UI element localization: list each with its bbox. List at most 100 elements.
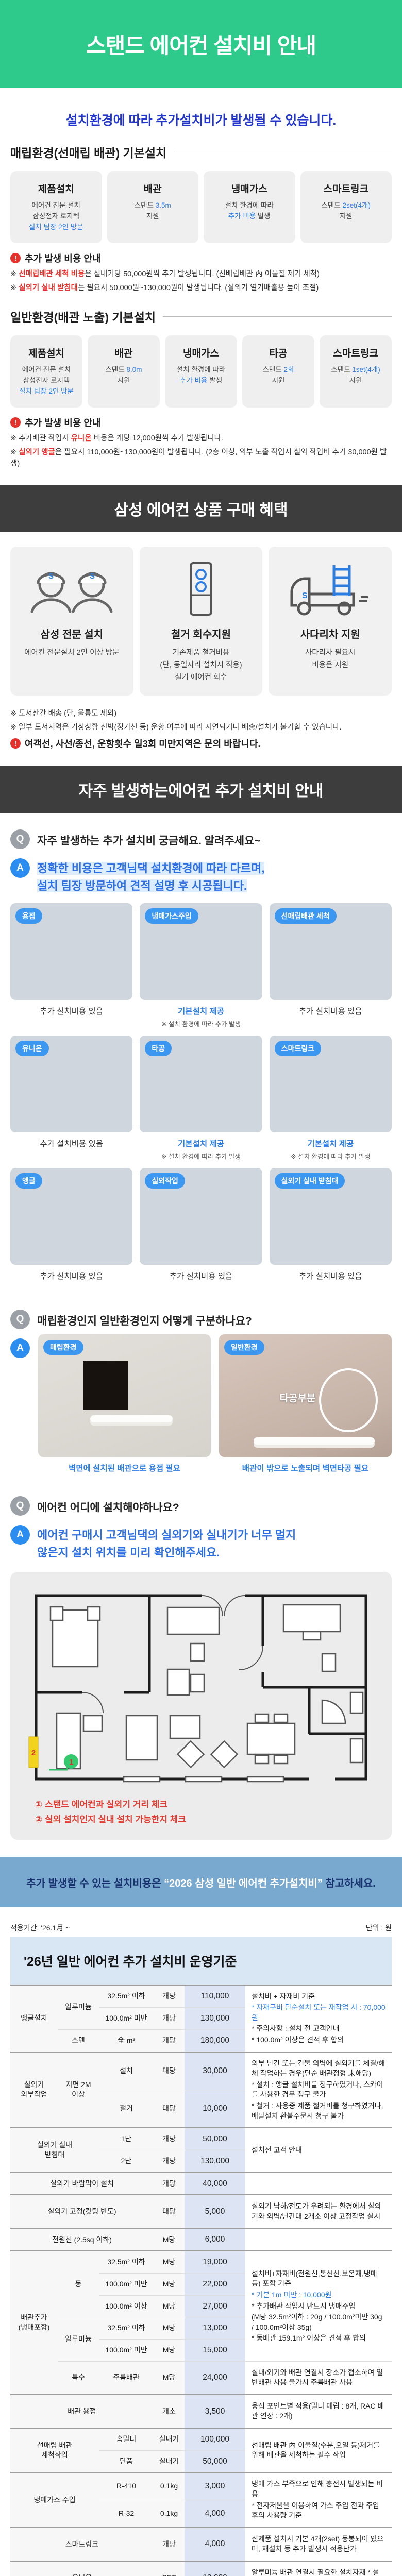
table-cell: 개당 [154,2127,185,2150]
faq-q1-text: 자주 발생하는 추가 설치비 궁금해요. 알려주세요~ [37,835,261,847]
photo-subnote: ※ 설치 환경에 따라 추가 발생 [291,1153,371,1160]
note-line: ※ 추가배관 작업시 유니온 비용은 개당 12,000원씩 추가 발생됩니다. [10,433,392,445]
section-title: 매립환경(선매립 배관) 기본설치 [10,143,392,161]
cell-text: 실외기 고정(컷팅 반도) [47,2207,116,2216]
cell-text: 5,000 [205,2207,225,2216]
benefit-card-line: 사다리차 필요시 [305,649,356,657]
cell-text: M당 [162,2324,176,2332]
cell-text: 1단 [121,2134,132,2143]
cell-text: M당 [162,2301,176,2310]
extra-cost-heading: ! 추가 발생 비용 안내 [10,251,392,265]
table-cell: 스마트링크 [10,2527,154,2562]
cell-text: M당 [162,2258,176,2266]
install-card-line: 스탠드 2회 [245,365,311,376]
table-cell: 개소 [154,2394,185,2429]
photo-tile: 실외기 실내 받침대 추가 설치비용 있음 [269,1167,392,1291]
install-card: 제품설치 에어컨 전문 설치 삼성전자 로지텍 설치 팀장 2인 방문 [10,171,102,243]
floor-plan-legend: ① 스탠드 에어컨과 실외기 거리 체크 ② 실외 설치인지 실내 설치 가능한지… [35,1798,382,1827]
table-cell: 알루미늄 배관 연결시 필요한 설치자재 * 설치전 고객에게 필요사유 및 비… [245,2560,392,2576]
table-cell: 특수 [58,2361,99,2395]
cell-text: 10,000 [203,2104,227,2113]
cell-text: 110,000 [200,1991,229,2001]
text-segment: ※ 도서산간 배송 (단, 울릉도 제외) [10,709,117,718]
cell-text: 전원선 (2.5sq 이하) [52,2235,112,2244]
table-cell: 32.5m² 이하 [99,2250,154,2274]
photo-badge: 유니온 [15,1040,49,1056]
photo-badge: 냉매가스주입 [145,908,198,924]
note-line: ※ 일부 도서지역은 기상상황 선박(정기선 등) 운항 여부에 따라 지연되거… [10,722,392,734]
benefit-card-title: 철거 회수지원 [171,629,231,641]
note-text-line: 용접 포인트별 적용(멀티 매립 : 8개, RAC 배관 연장 : 2개) [252,2401,384,2420]
photo-image: 용접 [10,903,133,1000]
photo-subnote [270,1283,392,1291]
table-cell: M당 [154,2317,185,2340]
faq-q2: Q 매립환경인지 일반환경인지 어떻게 구분하나요? [0,1302,402,1331]
table-cell: 50,000 [185,2127,245,2150]
q-icon: Q [10,1496,30,1516]
install-card-line: 스탠드 8.0m [91,365,157,376]
install-card-line: 스탠드 3.5m [110,200,196,211]
install-card-line: 지원 [110,211,196,222]
benefit-section-bar: 삼성 에어컨 상품 구매 혜택 [0,485,402,533]
cell-text: 19,000 [203,2258,227,2267]
drill-overlay-label: 타공부분 [279,1393,316,1404]
table-row: 배관추가 (냉매포함) 동 32.5m² 이하 M당 19,000 설치비+자재비(전원선… [10,2250,392,2395]
text-segment: 은 필요시 110,000원~130,000원이 발생됩니다. (2층 이상, … [10,448,387,468]
table-cell: 개당 [154,2150,185,2173]
benefit-card-line: 에어컨 전문설치 2인 이상 방문 [24,649,120,657]
cell-text: 22,000 [203,2279,227,2289]
cell-text: 개당 [162,2036,176,2044]
table-cell: 대당 [154,2194,185,2229]
text-segment: ※ 추가배관 작업시 [10,434,71,443]
wall-hole [83,1361,128,1411]
faq-a1-line1: 정확한 비용은 고객님댁 설치환경에 따라 다르며, [37,861,265,875]
text-segment: 선매립배관 세척 비용 [19,269,85,278]
table-row: 특수 주름배관 M당 24,000 실내/외기와 배관 연결시 장소가 협소하여 일반배… [10,2361,392,2395]
faq-q3: Q 에어컨 어디에 설치해야하나요? [0,1489,402,1518]
table-cell: 홈멀티 [99,2427,154,2451]
install-card-line: 설치 팀장 2인 방문 [13,386,79,397]
table-cell: 32.5m² 이하 [99,1984,154,2008]
photo-subnote: ※ 설치 환경에 따라 추가 발생 [161,1153,241,1160]
table-cell: 全 m² [99,2029,154,2053]
cell-text: 100.0m² 미만 [105,2345,147,2354]
install-card-line: 스탠드 2set(4개) [304,200,389,211]
table-row: 100.0m² 미만 M당 15,000 [10,2339,392,2362]
note-text-line: * 기본 1m 미만 : 10,000원 [252,2291,332,2299]
photo-status: 추가 설치비용 있음 [40,1139,104,1148]
alert-icon: ! [10,252,21,263]
a-icon: A [10,1338,30,1358]
cell-text: 180,000 [200,2036,230,2045]
cell-text: 실내기 [159,2435,179,2444]
cell-text: 배관 용접 [68,2406,96,2415]
price-table-meta: 적용기간: '26.1月 ~ 단위 : 원 [10,1923,392,1933]
table-row: 실외기 바람막이 설치 개당 40,000 [10,2172,392,2195]
table-cell: 100.0m² 미만 [99,2273,154,2296]
faq-q1: Q 자주 발생하는 추가 설치비 궁금해요. 알려주세요~ [0,822,402,851]
table-cell: 개당 [154,2007,185,2030]
note-line: ※ 도서산간 배송 (단, 울릉도 제외) [10,708,392,720]
extra-cost-notes: ※ 추가배관 작업시 유니온 비용은 개당 12,000원씩 추가 발생됩니다.… [10,433,392,469]
text-segment: 추가 비용 [228,212,256,220]
env-badge: 일반환경 [224,1339,264,1355]
note-text-line: 알루미늄 배관 연결시 필요한 설치자재 * 설치전 고객에게 필요사유 및 비… [252,2568,379,2576]
table-cell: M당 [154,2273,185,2296]
note-text-line: * 자재구비 단순설치 또는 재작업 시 : 70,000원 [252,2003,386,2022]
table-cell: 10,000 [185,2090,245,2128]
text-segment: ※ [10,269,19,278]
photo-image: 앵글 [10,1167,133,1265]
page-header: 스탠드 에어컨 설치비 안내 [0,0,402,88]
install-card-title: 제품설치 [28,348,64,360]
table-cell: 전원선 (2.5sq 이하) [10,2228,154,2251]
table-cell: 냉매가스 주입 [10,2472,99,2528]
a-icon: A [10,1524,30,1545]
note-text-line: 냉매 가스 부족으로 인해 충전시 발생되는 비용 [252,2480,383,2498]
benefit-card-line: 비용은 지원 [312,661,349,670]
cell-text: 개당 [162,2156,176,2165]
table-cell: 개당 [154,2172,185,2195]
table-cell: 2단 [99,2150,154,2173]
table-row: 유니온 SET 12,000 알루미늄 배관 연결시 필요한 설치자재 * 설치전 고… [10,2560,392,2576]
alert-icon: ! [10,738,21,749]
svg-text:S: S [48,572,54,581]
